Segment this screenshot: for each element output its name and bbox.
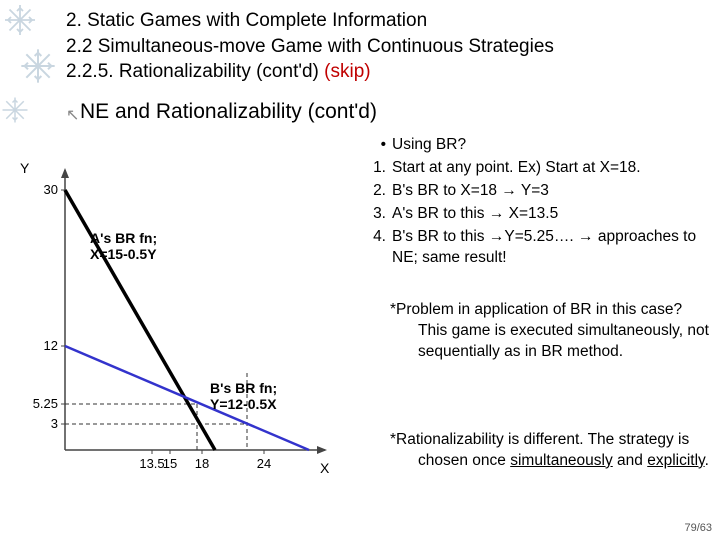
skip-marker: (skip) — [324, 61, 370, 82]
note-item: 3.A's BR to this → X=13.5 — [370, 204, 710, 225]
svg-text:3: 3 — [51, 416, 58, 431]
svg-text:30: 30 — [44, 182, 58, 197]
b-fn-label: B's BR fn; Y=12-0.5X — [210, 380, 277, 412]
section-subhead: NE and Rationalizability (cont'd) — [80, 100, 377, 124]
note-item: •Using BR? — [370, 135, 710, 156]
svg-text:13.5: 13.5 — [139, 456, 164, 471]
heading-line2: 2.2 Simultaneous-move Game with Continuo… — [66, 34, 554, 60]
page-number: 79/63 — [684, 522, 712, 534]
problem-2: *Rationalizability is different. The str… — [370, 430, 710, 472]
y-axis-label: Y — [20, 160, 29, 176]
a-fn-label: A's BR fn; X=15-0.5Y — [90, 230, 157, 262]
x-axis-label: X — [320, 460, 329, 476]
svg-text:24: 24 — [257, 456, 271, 471]
heading-line1: 2. Static Games with Complete Informatio… — [66, 8, 554, 34]
slide-heading: 2. Static Games with Complete Informatio… — [66, 8, 554, 85]
svg-text:15: 15 — [163, 456, 177, 471]
note-item: 1.Start at any point. Ex) Start at X=18. — [370, 158, 710, 179]
svg-text:12: 12 — [44, 338, 58, 353]
br-chart: 30 12 5.25 3 13.515 18 24 Y X A's BR fn; X=15-… — [20, 160, 350, 490]
notes-list: •Using BR?1.Start at any point. Ex) Star… — [370, 135, 710, 271]
note-item: 4.B's BR to this →Y=5.25…. → approaches … — [370, 227, 710, 269]
svg-text:18: 18 — [195, 456, 209, 471]
svg-text:5.25: 5.25 — [33, 396, 58, 411]
heading-line3: 2.2.5. Rationalizability (cont'd) (skip) — [66, 59, 554, 85]
note-item: 2.B's BR to X=18 → Y=3 — [370, 181, 710, 202]
problem-1: *Problem in application of BR in this ca… — [370, 300, 710, 363]
bullet-icon: ↖ — [66, 105, 79, 125]
